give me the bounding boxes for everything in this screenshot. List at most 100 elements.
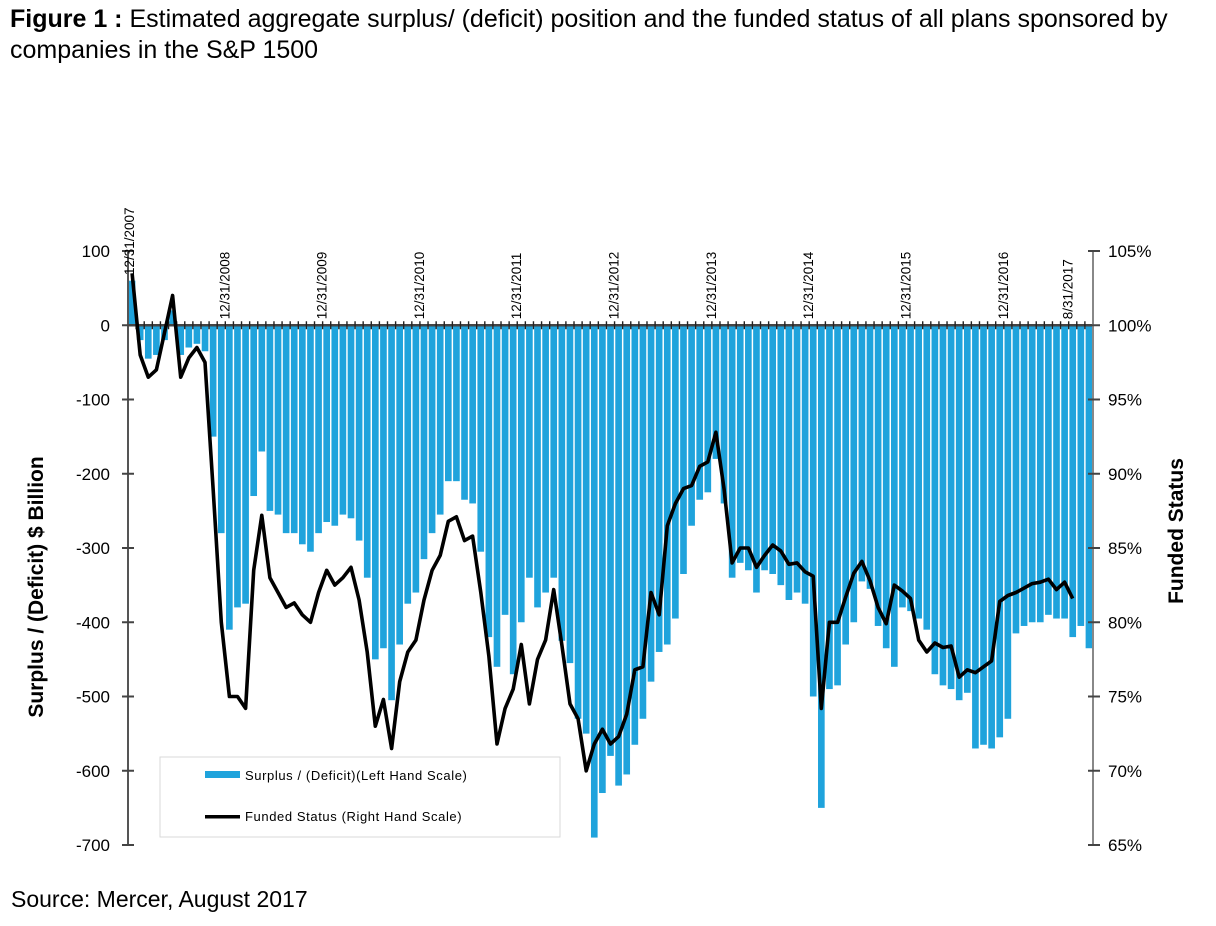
surplus-bar	[947, 325, 955, 690]
surplus-bar	[923, 325, 931, 630]
x-tick-labels: 12/31/2007 12/31/2008 12/31/2009 12/31/2010…	[122, 207, 1076, 319]
surplus-bar	[185, 325, 193, 348]
x-tick-label: 12/31/2010	[412, 252, 427, 320]
surplus-bar	[363, 325, 371, 578]
surplus-bar	[315, 325, 322, 534]
surplus-bar	[939, 325, 947, 686]
source-note: Source: Mercer, August 2017	[11, 886, 308, 912]
left-tick-label: -300	[76, 539, 110, 558]
surplus-bar	[250, 325, 258, 497]
surplus-bar	[623, 325, 631, 775]
legend-swatch-line	[205, 815, 240, 819]
surplus-bar	[672, 325, 679, 619]
surplus-bar	[299, 325, 306, 545]
surplus-bar	[931, 325, 939, 675]
right-tick-label: 95%	[1108, 391, 1142, 410]
surplus-bar	[153, 325, 160, 355]
surplus-bar	[128, 280, 136, 326]
surplus-bar	[980, 325, 987, 745]
surplus-bar	[509, 325, 517, 675]
surplus-bar	[542, 325, 549, 593]
right-tick-label: 65%	[1108, 836, 1142, 855]
x-tick-label: 12/31/2007	[122, 207, 137, 275]
surplus-bar	[501, 325, 509, 615]
surplus-bar	[1053, 325, 1060, 619]
surplus-bar	[899, 325, 906, 608]
surplus-bar	[955, 325, 963, 701]
surplus-bar	[809, 325, 817, 697]
surplus-bar	[891, 325, 898, 667]
x-tick-label: 12/31/2016	[996, 252, 1011, 320]
figure-title-text: Estimated aggregate surplus/ (deficit) p…	[10, 5, 1168, 64]
surplus-bar	[201, 325, 209, 352]
surplus-bar	[826, 325, 833, 690]
surplus-bar	[258, 325, 266, 452]
surplus-bar	[1077, 325, 1085, 626]
surplus-bar	[412, 325, 420, 593]
surplus-bar	[347, 325, 355, 519]
surplus-bar	[785, 325, 793, 600]
left-tick-label: -400	[76, 613, 110, 632]
surplus-bar	[874, 325, 882, 626]
surplus-bar	[696, 325, 704, 500]
surplus-bar	[663, 325, 671, 645]
surplus-bar	[915, 325, 922, 619]
surplus-bar	[615, 325, 622, 786]
surplus-bar	[558, 325, 566, 641]
right-axis-title: Funded Status	[1165, 458, 1188, 604]
left-tick-label: 100	[82, 242, 110, 261]
surplus-bar	[461, 325, 468, 500]
surplus-bar	[420, 325, 428, 560]
surplus-bar	[801, 325, 809, 604]
right-tick-label: 80%	[1108, 613, 1142, 632]
legend: Surplus / (Deficit)(Left Hand Scale) Fun…	[159, 756, 561, 838]
surplus-bar	[266, 325, 274, 511]
surplus-bar	[355, 325, 363, 541]
surplus-bar	[493, 325, 501, 667]
surplus-bar	[736, 325, 744, 563]
surplus-bar	[907, 325, 914, 612]
surplus-bar	[688, 325, 695, 526]
surplus-bar	[972, 325, 979, 749]
surplus-bar	[526, 325, 533, 578]
surplus-bar	[858, 325, 866, 582]
surplus-bar	[209, 325, 217, 437]
surplus-bar	[453, 325, 460, 482]
surplus-bar	[793, 325, 801, 593]
surplus-bar	[655, 325, 663, 652]
surplus-bar	[550, 325, 558, 578]
surplus-bar	[842, 325, 849, 645]
left-tick-label: -700	[76, 836, 110, 855]
surplus-bar	[1045, 325, 1052, 615]
surplus-bar	[647, 325, 655, 682]
surplus-bar	[631, 325, 639, 745]
surplus-bar	[728, 325, 736, 578]
surplus-bar	[331, 325, 339, 526]
surplus-bar	[380, 325, 387, 649]
left-tick-label: 0	[101, 316, 110, 335]
x-tick-label: 12/31/2013	[704, 252, 719, 320]
surplus-bar	[534, 325, 541, 608]
surplus-bar	[704, 325, 712, 493]
left-tick-label: -100	[76, 391, 110, 410]
surplus-bar	[566, 325, 574, 664]
figure-number: Figure 1 :	[10, 5, 123, 33]
surplus-bar	[323, 325, 330, 523]
surplus-bar	[712, 325, 720, 459]
surplus-bar	[963, 325, 971, 693]
surplus-bar	[1028, 325, 1036, 623]
surplus-bar	[1061, 325, 1068, 619]
left-axis-title: Surplus / (Deficit) $ Billion	[25, 456, 48, 717]
x-tick-label: 12/31/2009	[315, 252, 330, 320]
surplus-bar	[282, 325, 290, 534]
surplus-bar	[485, 325, 493, 638]
surplus-bar	[339, 325, 347, 515]
funded-status-line	[130, 273, 1075, 773]
surplus-bar	[226, 325, 233, 630]
surplus-bar	[1036, 325, 1044, 623]
surplus-bar	[136, 325, 144, 341]
surplus-bar	[193, 325, 201, 344]
x-tick-label: 12/31/2012	[607, 252, 622, 320]
surplus-bar	[988, 325, 995, 749]
right-tick-label: 90%	[1108, 465, 1142, 484]
